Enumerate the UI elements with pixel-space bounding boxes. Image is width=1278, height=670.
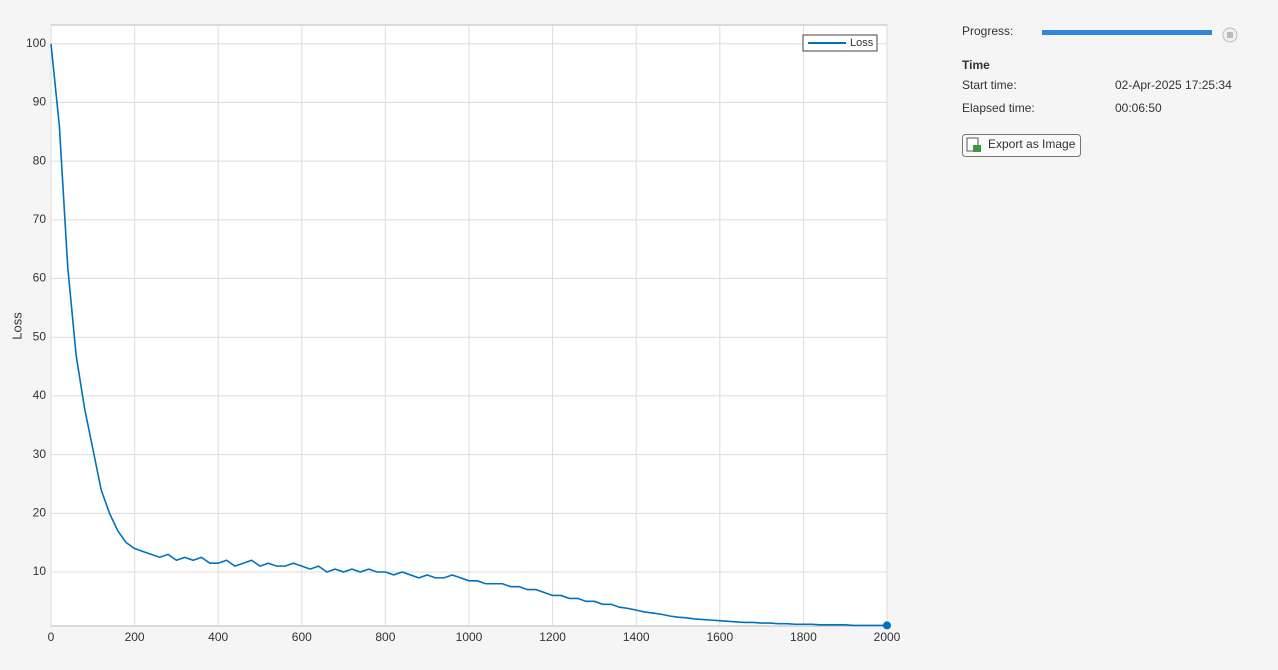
y-tick-label: 30 [33,447,47,461]
progress-bar [1042,30,1212,35]
section-title: Time [962,58,990,72]
x-tick-label: 1400 [623,630,650,644]
button-frame[interactable] [962,134,1081,157]
x-tick-label: 800 [375,630,395,644]
progress-label: Progress: [962,24,1013,38]
button-icon[interactable] [973,145,981,152]
x-tick-label: 1000 [456,630,483,644]
x-tick-label: 400 [208,630,228,644]
export-button[interactable]: Export as Image [962,134,1081,157]
end-marker [883,621,891,630]
y-tick-label: 50 [33,329,47,343]
y-tick-label: 10 [33,564,47,578]
y-tick-label: 20 [33,505,47,519]
stop-button[interactable] [1222,27,1238,43]
loss-line [50,43,887,627]
button-icon[interactable] [966,137,979,152]
x-tick-label: 2000 [874,630,901,644]
y-tick-label: 60 [33,271,47,285]
y-tick-label: 90 [33,95,47,109]
y-tick-label: 40 [33,388,47,402]
y-tick-label: 70 [33,212,47,226]
x-tick-label: 600 [292,630,312,644]
y-axis-label: Loss [9,312,24,340]
row-value: 02-Apr-2025 17:25:34 [1115,78,1232,92]
legend: Loss [802,34,878,52]
x-tick-label: 1800 [790,630,817,644]
button-label[interactable]: Export as Image [988,137,1076,151]
row-label: Elapsed time: [962,101,1035,115]
x-tick-label: 0 [48,630,55,644]
legend-label: Loss [850,37,874,49]
x-tick-label: 1600 [706,630,733,644]
y-tick-label: 80 [33,153,47,167]
stop-icon[interactable] [1227,32,1233,38]
y-tick-label: 100 [26,36,46,50]
row-label: Start time: [962,78,1017,92]
x-tick-label: 200 [125,630,145,644]
row-value: 00:06:50 [1115,101,1162,115]
x-tick-label: 1200 [539,630,566,644]
